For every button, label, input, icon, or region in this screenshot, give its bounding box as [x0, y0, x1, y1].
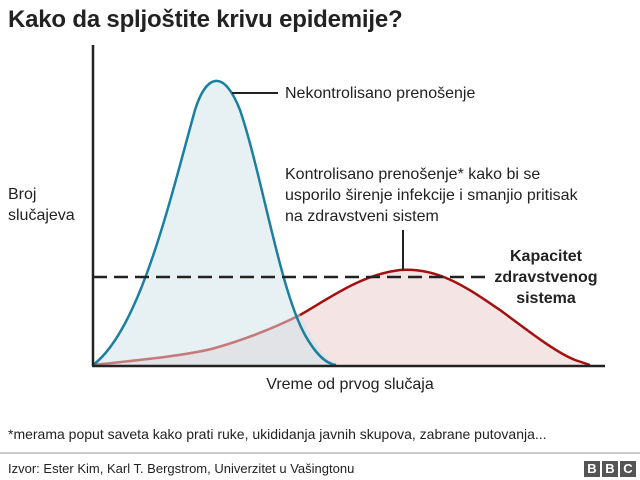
uncontrolled-curve [92, 79, 337, 367]
logo-letter: B [602, 461, 618, 477]
uncontrolled-label: Nekontrolisano prenošenje [285, 85, 476, 102]
y-axis-label: Broj slučajeva [8, 186, 75, 224]
logo-letter: C [620, 461, 636, 477]
uncontrolled-curve-fill [93, 80, 336, 365]
controlled-curve [299, 268, 591, 367]
page-title: Kako da spljoštite krivu epidemije? [8, 6, 403, 33]
x-axis-label: Vreme od prvog slučaja [266, 376, 434, 393]
controlled-curve-fill [93, 269, 590, 365]
controlled-label: Kontrolisano prenošenje* kako bi se uspo… [285, 166, 578, 225]
capacity-label: Kapacitet zdravstvenog sistema [494, 248, 598, 307]
logo-letter: B [584, 461, 600, 477]
divider [0, 452, 640, 454]
source: Izvor: Ester Kim, Karl T. Bergstrom, Uni… [8, 461, 355, 476]
controlled-curve-early [92, 313, 301, 367]
footnote: *merama poput saveta kako prati ruke, uk… [8, 426, 547, 442]
